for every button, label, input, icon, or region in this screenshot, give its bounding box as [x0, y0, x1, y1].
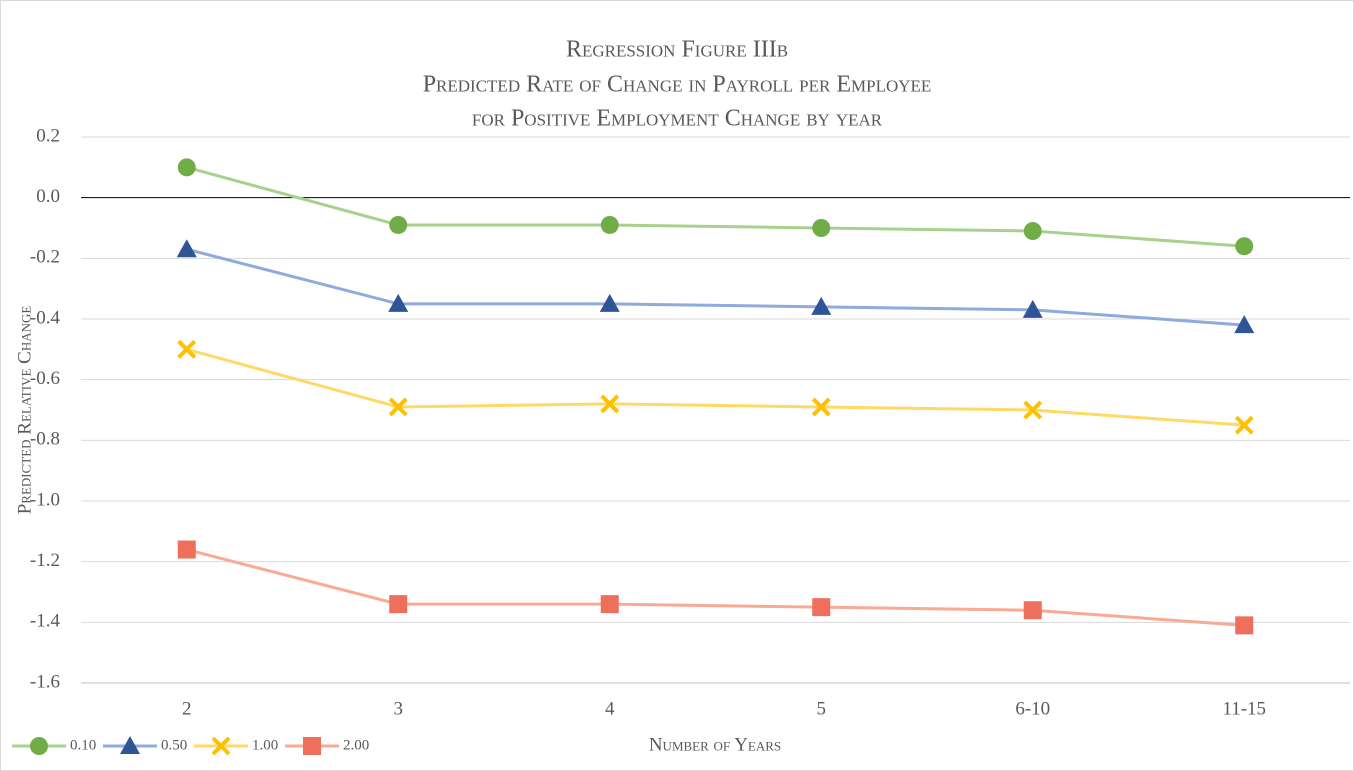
chart-title: Predicted Rate of Change in Payroll per … [423, 72, 932, 98]
marker [303, 737, 321, 755]
marker [1023, 222, 1042, 241]
marker [812, 598, 831, 617]
series-line [186, 165, 1245, 248]
marker [211, 736, 231, 756]
marker [30, 737, 48, 755]
y-axis-title: Predicted Relative Change [14, 306, 35, 515]
x-tick-label: 3 [394, 698, 404, 719]
marker [177, 158, 196, 177]
x-tick-label: 6-10 [1015, 698, 1050, 719]
y-tick-label: -0.6 [30, 368, 60, 389]
marker [388, 397, 408, 417]
y-tick-label: -0.4 [30, 307, 61, 328]
y-tick-label: 0.0 [36, 186, 60, 207]
x-tick-label: 4 [605, 698, 615, 719]
x-axis-title: Number of Years [649, 734, 781, 755]
marker [176, 239, 197, 258]
marker [1235, 237, 1254, 256]
marker [600, 394, 620, 414]
marker [812, 219, 831, 237]
marker [811, 296, 832, 315]
series-line [186, 247, 1245, 327]
marker [600, 595, 619, 614]
x-tick-label: 2 [182, 698, 192, 719]
y-tick-label: -1.2 [30, 550, 60, 571]
marker [177, 540, 196, 559]
marker [177, 339, 197, 359]
marker [1023, 400, 1043, 420]
y-tick-label: -1.6 [30, 671, 60, 692]
marker [600, 215, 619, 234]
marker [1023, 601, 1042, 620]
marker [811, 397, 831, 417]
marker [1235, 616, 1254, 635]
x-tick-label: 5 [817, 698, 827, 719]
marker [389, 595, 408, 614]
marker [599, 293, 620, 312]
marker [1234, 315, 1255, 334]
marker [1234, 415, 1254, 435]
chart-title: Regression Figure IIIb [566, 37, 788, 63]
chart-title: for Positive Employment Change by year [472, 106, 883, 132]
x-tick-label: 11-15 [1222, 698, 1266, 719]
legend-label: 2.00 [343, 737, 369, 753]
series-line [186, 548, 1245, 627]
legend-label: 0.10 [70, 737, 96, 753]
y-tick-label: -1.4 [30, 611, 61, 632]
marker [1022, 299, 1043, 318]
marker [120, 736, 140, 754]
marker [388, 293, 409, 312]
legend-label: 1.00 [252, 737, 278, 753]
y-tick-label: -0.8 [30, 429, 60, 450]
y-tick-label: -0.2 [30, 247, 60, 268]
y-tick-label: 0.2 [36, 125, 60, 146]
y-tick-label: -1.0 [30, 489, 60, 510]
marker [389, 215, 408, 234]
series-line [186, 347, 1245, 427]
legend-label: 0.50 [161, 737, 187, 753]
